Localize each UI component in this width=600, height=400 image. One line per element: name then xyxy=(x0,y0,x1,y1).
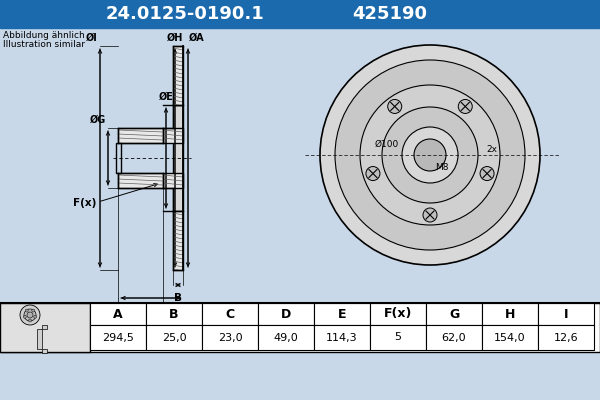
Bar xyxy=(173,105,183,211)
Circle shape xyxy=(34,315,37,318)
Text: ØI: ØI xyxy=(86,33,98,43)
Text: I: I xyxy=(564,308,568,320)
Bar xyxy=(426,325,482,350)
Text: A: A xyxy=(113,308,123,320)
Text: D: D xyxy=(281,308,291,320)
Circle shape xyxy=(480,166,494,180)
Text: 114,3: 114,3 xyxy=(326,332,358,342)
Circle shape xyxy=(29,319,32,322)
Circle shape xyxy=(414,139,446,171)
Bar xyxy=(202,303,258,325)
Bar xyxy=(482,303,538,325)
Text: ØA: ØA xyxy=(189,33,205,43)
Bar xyxy=(118,128,163,143)
Circle shape xyxy=(32,309,35,312)
Text: 294,5: 294,5 xyxy=(102,332,134,342)
Bar xyxy=(146,325,202,350)
Circle shape xyxy=(25,309,28,312)
Bar xyxy=(118,173,163,188)
Text: ØG: ØG xyxy=(90,115,106,125)
Text: E: E xyxy=(338,308,346,320)
Text: Ø100: Ø100 xyxy=(375,140,399,149)
Bar xyxy=(146,303,202,325)
Circle shape xyxy=(27,312,33,318)
Circle shape xyxy=(23,315,26,318)
Bar xyxy=(116,143,121,173)
Bar xyxy=(37,329,42,349)
Text: M8: M8 xyxy=(435,163,449,172)
Circle shape xyxy=(360,85,500,225)
Text: 5: 5 xyxy=(395,332,401,342)
Bar xyxy=(370,303,426,325)
Text: 23,0: 23,0 xyxy=(218,332,242,342)
Bar xyxy=(90,325,146,350)
Bar xyxy=(538,303,594,325)
Circle shape xyxy=(24,309,36,321)
Text: F(x): F(x) xyxy=(73,198,96,208)
Circle shape xyxy=(423,208,437,222)
Bar xyxy=(173,211,183,270)
Circle shape xyxy=(320,45,540,265)
Bar xyxy=(0,28,600,300)
Bar xyxy=(163,128,183,143)
Bar xyxy=(202,325,258,350)
Bar xyxy=(426,303,482,325)
Bar xyxy=(314,303,370,325)
Bar xyxy=(0,0,600,28)
Bar xyxy=(482,325,538,350)
Text: C: C xyxy=(226,308,235,320)
Text: D: D xyxy=(136,320,145,330)
Text: 62,0: 62,0 xyxy=(442,332,466,342)
Bar xyxy=(90,303,146,325)
Text: F(x): F(x) xyxy=(384,308,412,320)
Text: ØE: ØE xyxy=(158,92,173,102)
Circle shape xyxy=(366,166,380,180)
Text: ØH: ØH xyxy=(167,33,183,43)
Bar xyxy=(0,303,90,352)
Circle shape xyxy=(458,100,472,114)
Bar xyxy=(42,349,47,353)
Text: H: H xyxy=(505,308,515,320)
Text: B: B xyxy=(174,293,182,303)
Text: 49,0: 49,0 xyxy=(274,332,298,342)
Circle shape xyxy=(20,305,40,325)
Bar xyxy=(173,46,183,105)
Text: C (MTH): C (MTH) xyxy=(123,306,170,316)
Bar xyxy=(258,325,314,350)
Text: 425190: 425190 xyxy=(353,5,427,23)
Text: G: G xyxy=(449,308,459,320)
Text: B: B xyxy=(169,308,179,320)
Bar xyxy=(0,303,600,352)
Text: 154,0: 154,0 xyxy=(494,332,526,342)
Bar xyxy=(314,325,370,350)
Text: Abbildung ähnlich: Abbildung ähnlich xyxy=(3,31,85,40)
Circle shape xyxy=(382,107,478,203)
Circle shape xyxy=(402,127,458,183)
Text: 25,0: 25,0 xyxy=(161,332,187,342)
Bar xyxy=(370,325,426,350)
Bar xyxy=(258,303,314,325)
Text: 12,6: 12,6 xyxy=(554,332,578,342)
Bar xyxy=(538,325,594,350)
Bar xyxy=(163,173,183,188)
Text: Ate: Ate xyxy=(417,192,483,228)
Circle shape xyxy=(388,100,402,114)
Bar xyxy=(42,325,47,329)
Circle shape xyxy=(335,60,525,250)
Text: 2x: 2x xyxy=(486,144,497,154)
Text: Illustration similar: Illustration similar xyxy=(3,40,85,49)
Text: 24.0125-0190.1: 24.0125-0190.1 xyxy=(106,5,265,23)
